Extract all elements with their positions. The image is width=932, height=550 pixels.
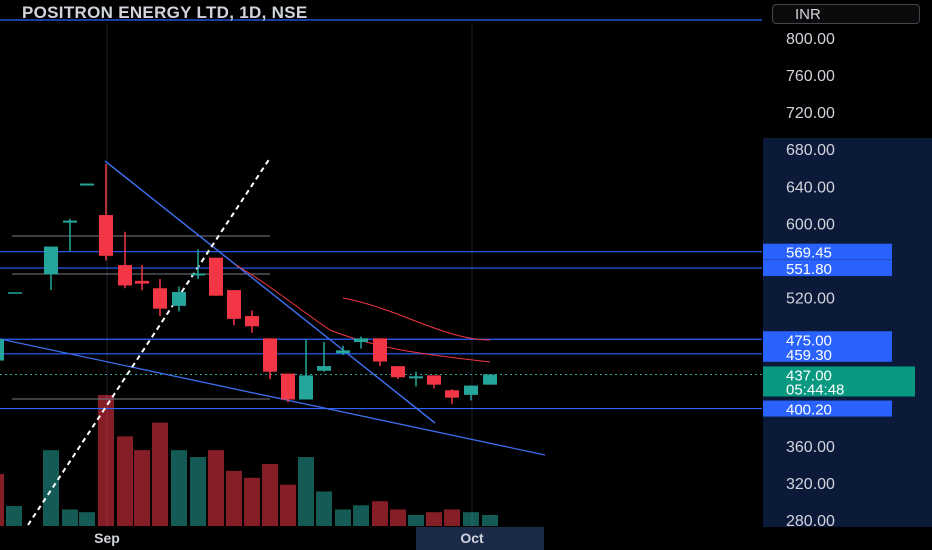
volume-bar [390,509,406,526]
candle-body [409,376,423,379]
volume-bar [463,512,479,526]
volume-bar [408,514,424,526]
volume-bar [134,450,150,526]
candle-body [299,375,313,400]
volume-bar [426,512,442,526]
price-level-label: 475.00 [786,332,832,349]
volume-bar [280,484,296,526]
candle-body [391,366,405,378]
volume-bar [335,509,351,526]
candle-body [263,338,277,372]
candle-body [153,288,167,309]
volume-bar [98,395,114,526]
price-tick-label: 800.00 [786,31,835,48]
candle-body [118,265,132,286]
candle-body [464,385,478,395]
price-level-badge [763,260,892,277]
volume-bar [79,512,95,526]
volume-bar [298,457,314,526]
price-level-label: 551.80 [786,261,832,278]
candle-body [317,366,331,371]
downtrend-line [104,160,436,424]
price-level-label: 400.20 [786,402,832,419]
price-level-badge [763,331,892,348]
volume-bar [152,422,168,526]
countdown-label: 05:44:48 [786,381,844,398]
price-tick-label: 680.00 [786,142,835,159]
candle-body [63,220,77,223]
candle-body [135,280,149,284]
price-tick-label: 640.00 [786,179,835,196]
price-level-label: 569.45 [786,245,832,262]
volume-bar [353,505,369,526]
candle-body [427,375,441,385]
volume-bar [117,436,133,526]
price-tick-label: 520.00 [786,291,835,308]
candle-body [209,257,223,296]
currency-selector[interactable]: INR [772,4,920,24]
price-tick-label: 600.00 [786,216,835,233]
candle-body [99,215,113,256]
price-tick-label: 720.00 [786,105,835,122]
volume-bar [190,457,206,526]
moving-average-line [342,297,491,341]
volume-bar [262,463,278,526]
price-tick-label: 360.00 [786,439,835,456]
candle-body [245,316,259,327]
volume-bar [208,450,224,526]
lower-trend-line [0,338,546,456]
price-axis: 800.00 760.00 720.00 680.00 640.00 600.00 520.… [786,31,835,530]
volume-bar [482,514,498,526]
volume-bar [6,506,22,526]
dashed-projection-line [27,157,271,526]
price-level-badge [763,345,892,362]
candle-body [172,291,186,306]
candle-body [44,246,58,275]
price-tick-label: 320.00 [786,476,835,493]
volume-bar [171,450,187,526]
candle-body [227,290,241,319]
candle-body [191,273,205,276]
candle-body [80,183,94,186]
moving-average-line [235,264,491,363]
chart-title: POSITRON ENERGY LTD, 1D, NSE [22,3,308,22]
candle-body [0,339,4,361]
candle-body [445,390,459,398]
volume-bars [0,395,498,526]
candle-body [483,374,497,385]
candlesticks [0,164,497,405]
candle-body [336,350,350,354]
time-axis-label: Oct [460,530,484,546]
candle-body [281,373,295,400]
volume-bar [62,509,78,526]
volume-bar [244,477,260,526]
candle-body [373,338,387,362]
time-axis-highlight [416,527,544,550]
volume-bar [0,474,4,526]
current-price-label: 437.00 [786,367,832,384]
time-axis: Sep Oct [0,527,932,550]
volume-bar [43,450,59,526]
current-price-badge [763,366,915,397]
time-axis-label: Sep [94,530,120,546]
volume-bar [444,509,460,526]
price-tick-label: 280.00 [786,513,835,530]
price-level-badge [763,400,892,417]
price-tick-label: 760.00 [786,68,835,85]
candle-body [354,338,368,343]
trend-drawings [0,157,546,526]
volume-bar [372,501,388,526]
price-level-label: 459.30 [786,347,832,364]
volume-bar [226,470,242,526]
price-level-badge [763,243,892,260]
volume-bar [316,491,332,526]
